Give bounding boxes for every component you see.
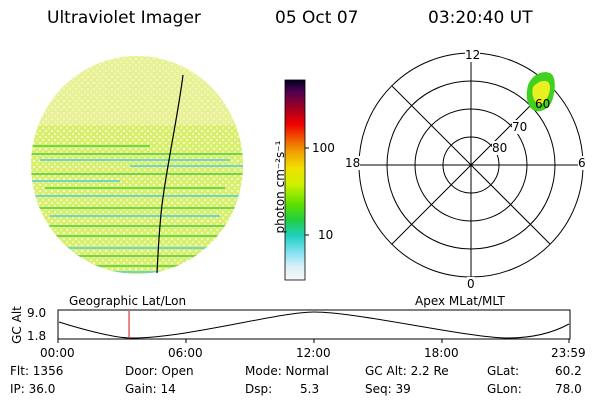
polar-plot [358, 52, 584, 278]
status-mode: Mode: Normal [245, 364, 329, 378]
status-glon-label: GLon: [487, 382, 522, 396]
altitude-ylabel: GC Alt [10, 306, 24, 344]
app-title: Ultraviolet Imager [47, 8, 201, 28]
status-glat-value: 60.2 [555, 364, 582, 378]
colorbar-tick-10: 10 [318, 228, 334, 242]
colorbar [284, 79, 309, 281]
altitude-xtick-4: 23:59 [551, 346, 586, 360]
status-flt: Flt: 1356 [10, 364, 64, 378]
colorbar-tick-100: 100 [312, 141, 335, 155]
apex-caption: Apex MLat/MLT [415, 294, 505, 308]
colorbar-unit-label: photon cm⁻²s⁻¹ [273, 140, 287, 234]
altitude-xtick-3: 18:00 [424, 346, 459, 360]
mlt-label-6: 6 [578, 156, 586, 170]
altitude-ytick-high: 9.0 [27, 306, 47, 320]
mlt-label-18: 18 [345, 156, 361, 170]
status-door: Door: Open [125, 364, 194, 378]
altitude-xtick-0: 00:00 [40, 346, 75, 360]
status-ip: IP: 36.0 [10, 382, 56, 396]
altitude-xtick-1: 06:00 [168, 346, 203, 360]
status-gc-alt: GC Alt: 2.2 Re [365, 364, 449, 378]
altitude-plot [57, 309, 571, 343]
status-glon-value: 78.0 [555, 382, 582, 396]
status-dsp-label: Dsp: [245, 382, 273, 396]
lat-label-60: 60 [535, 97, 551, 111]
header-date: 05 Oct 07 [275, 8, 359, 28]
status-seq: Seq: 39 [365, 382, 411, 396]
mlt-label-0: 0 [467, 277, 475, 291]
geographic-image [31, 56, 243, 274]
status-glat-label: GLat: [487, 364, 520, 378]
mlt-label-12: 12 [465, 48, 481, 62]
lat-label-70: 70 [512, 120, 528, 134]
lat-label-80: 80 [492, 141, 508, 155]
header-time: 03:20:40 UT [428, 8, 533, 28]
geographic-caption: Geographic Lat/Lon [69, 294, 187, 308]
status-gain: Gain: 14 [125, 382, 176, 396]
altitude-xtick-2: 12:00 [296, 346, 331, 360]
status-dsp-value: 5.3 [300, 382, 320, 396]
altitude-ytick-low: 1.8 [27, 329, 47, 343]
